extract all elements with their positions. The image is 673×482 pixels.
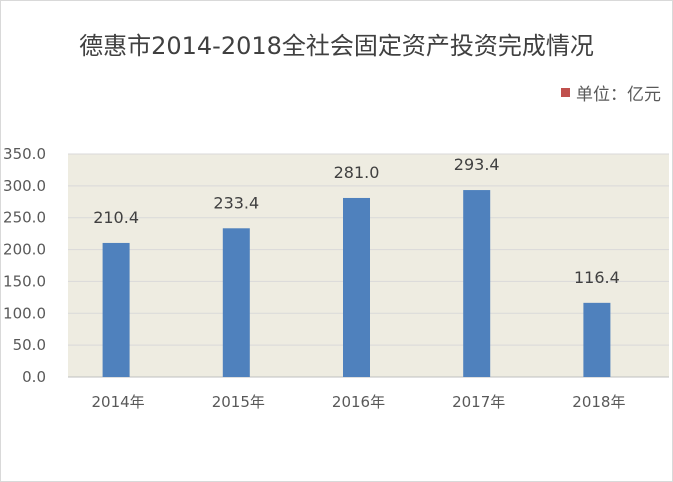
y-tick-label: 50.0 [13, 336, 46, 354]
data-label: 116.4 [574, 268, 620, 287]
data-label: 281.0 [334, 163, 380, 182]
legend-label: 单位：亿元 [576, 85, 661, 105]
x-tick-label: 2017年 [452, 393, 505, 411]
legend-swatch [561, 88, 570, 97]
data-label: 293.4 [454, 155, 500, 174]
y-tick-label: 150.0 [3, 272, 46, 290]
x-tick-label: 2016年 [332, 393, 385, 411]
legend: 单位：亿元 [561, 80, 661, 105]
bar [102, 242, 130, 377]
data-label: 233.4 [213, 193, 259, 212]
x-tick-label: 2018年 [572, 393, 625, 411]
chart-title: 德惠市2014-2018全社会固定资产投资完成情况 [79, 32, 594, 60]
y-tick-label: 350.0 [3, 145, 46, 163]
bar [343, 197, 370, 377]
y-tick-label: 0.0 [22, 368, 46, 386]
x-tick-label: 2015年 [212, 393, 265, 411]
y-tick-label: 200.0 [3, 241, 46, 259]
bar [463, 190, 491, 377]
x-tick-label: 2014年 [92, 393, 145, 411]
bar [583, 302, 611, 377]
y-tick-label: 300.0 [3, 177, 46, 195]
data-label: 210.4 [93, 208, 139, 227]
bar [222, 228, 250, 377]
y-tick-label: 100.0 [3, 304, 46, 322]
y-tick-label: 250.0 [3, 209, 46, 227]
